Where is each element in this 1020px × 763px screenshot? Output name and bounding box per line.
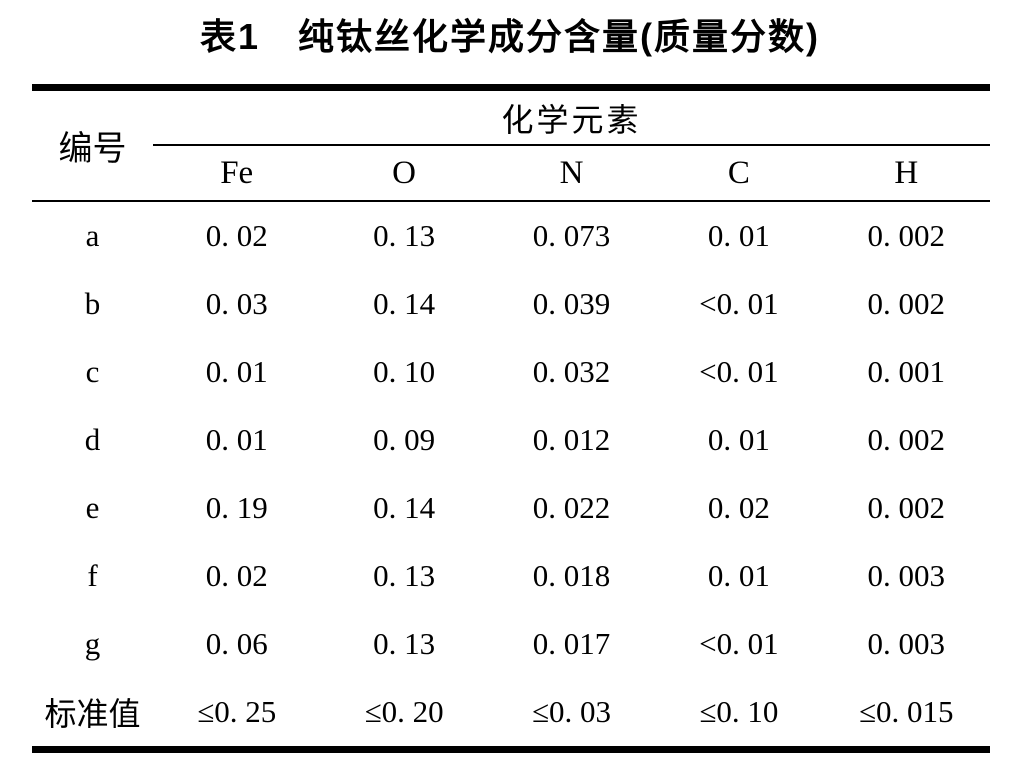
row-label-c: c bbox=[85, 354, 100, 389]
table-cell: <0. 01 bbox=[699, 354, 779, 389]
table-cell: 0. 018 bbox=[532, 558, 611, 593]
table-row: a 0. 02 0. 13 0. 073 0. 01 0. 002 bbox=[32, 202, 990, 270]
table-cell: 0. 01 bbox=[707, 558, 770, 593]
column-header-o: O bbox=[392, 154, 417, 191]
table-cell: 0. 01 bbox=[205, 354, 268, 389]
table-cell: 0. 03 bbox=[205, 286, 268, 321]
row-label-e: e bbox=[85, 490, 100, 525]
table-row: c 0. 01 0. 10 0. 032 <0. 01 0. 001 bbox=[32, 338, 990, 406]
table-cell: 0. 13 bbox=[373, 218, 436, 253]
table-cell: 0. 012 bbox=[532, 422, 611, 457]
table-cell: 0. 017 bbox=[532, 626, 611, 661]
table-row: e 0. 19 0. 14 0. 022 0. 02 0. 002 bbox=[32, 474, 990, 542]
table-row: f 0. 02 0. 13 0. 018 0. 01 0. 003 bbox=[32, 542, 990, 610]
row-label-a: a bbox=[85, 218, 100, 253]
table-cell: 0. 001 bbox=[867, 354, 946, 389]
table-cell: 0. 003 bbox=[867, 558, 946, 593]
table-cell: 0. 14 bbox=[373, 490, 436, 525]
row-label-f: f bbox=[87, 558, 98, 593]
column-header-n: N bbox=[559, 154, 584, 191]
table-cell: 0. 002 bbox=[867, 218, 946, 253]
table-cell: ≤0. 03 bbox=[531, 694, 611, 729]
table-cell: 0. 13 bbox=[373, 626, 436, 661]
row-label-b: b bbox=[84, 286, 101, 321]
table-cell: 0. 02 bbox=[707, 490, 770, 525]
column-header-sample-id: 编号 bbox=[58, 130, 127, 168]
table-cell: 0. 01 bbox=[707, 218, 770, 253]
table-cell: ≤0. 015 bbox=[859, 694, 954, 729]
table-row-standard-values: 标准值 ≤0. 25 ≤0. 20 ≤0. 03 ≤0. 10 ≤0. 015 bbox=[32, 678, 990, 746]
composition-table: 编号 化学元素 Fe O N C H a 0. 02 0. 13 0. 073 … bbox=[32, 84, 990, 753]
table-cell: 0. 19 bbox=[205, 490, 268, 525]
column-header-fe: Fe bbox=[220, 154, 254, 191]
table-cell: 0. 10 bbox=[373, 354, 436, 389]
table-cell: 0. 002 bbox=[867, 286, 946, 321]
table-cell: 0. 06 bbox=[205, 626, 268, 661]
table-cell: <0. 01 bbox=[699, 286, 779, 321]
table-cell: 0. 09 bbox=[373, 422, 436, 457]
table-cell: 0. 003 bbox=[867, 626, 946, 661]
table-cell: ≤0. 20 bbox=[364, 694, 444, 729]
table-cell: 0. 022 bbox=[532, 490, 611, 525]
table-cell: 0. 032 bbox=[532, 354, 611, 389]
table-cell: 0. 073 bbox=[532, 218, 611, 253]
table-cell: 0. 02 bbox=[205, 218, 268, 253]
table-caption: 表1 纯钛丝化学成分含量(质量分数) bbox=[200, 16, 820, 57]
table-cell: 0. 01 bbox=[707, 422, 770, 457]
table-cell: 0. 01 bbox=[205, 422, 268, 457]
table-cell: 0. 02 bbox=[205, 558, 268, 593]
table-cell: 0. 13 bbox=[373, 558, 436, 593]
table-cell: 0. 039 bbox=[532, 286, 611, 321]
table-cell: 0. 002 bbox=[867, 490, 946, 525]
table-row: d 0. 01 0. 09 0. 012 0. 01 0. 002 bbox=[32, 406, 990, 474]
row-label-g: g bbox=[84, 626, 101, 661]
table-body: a 0. 02 0. 13 0. 073 0. 01 0. 002 b 0. 0… bbox=[32, 202, 990, 753]
table-row: b 0. 03 0. 14 0. 039 <0. 01 0. 002 bbox=[32, 270, 990, 338]
table-row: g 0. 06 0. 13 0. 017 <0. 01 0. 003 bbox=[32, 610, 990, 678]
column-header-h: H bbox=[894, 154, 919, 191]
group-header-chemical-elements: 化学元素 bbox=[153, 91, 990, 146]
table-cell: 0. 14 bbox=[373, 286, 436, 321]
table-header: 编号 化学元素 Fe O N C H bbox=[32, 84, 990, 202]
table-cell: ≤0. 10 bbox=[699, 694, 779, 729]
row-label-standard-value: 标准值 bbox=[44, 696, 141, 732]
table-cell: 0. 002 bbox=[867, 422, 946, 457]
column-header-c: C bbox=[727, 154, 750, 191]
table-cell: ≤0. 25 bbox=[197, 694, 277, 729]
row-label-d: d bbox=[84, 422, 101, 457]
table-cell: <0. 01 bbox=[699, 626, 779, 661]
